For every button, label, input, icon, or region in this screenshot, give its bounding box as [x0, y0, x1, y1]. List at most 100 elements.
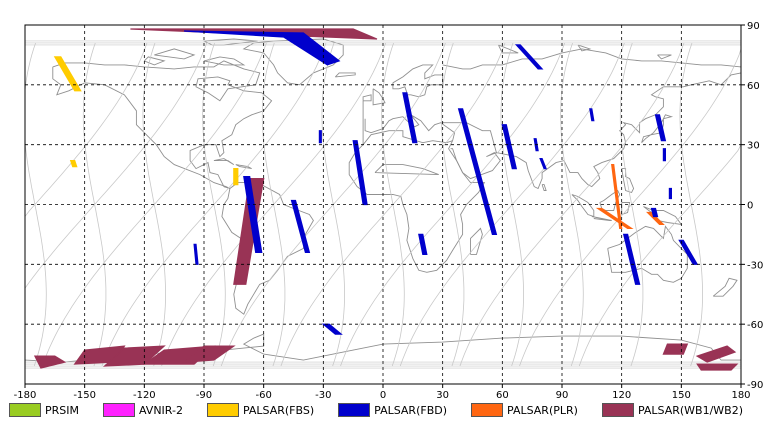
- lat-tick-label: 60: [747, 81, 760, 92]
- legend-swatch: [601, 403, 634, 417]
- coastline: [497, 44, 519, 54]
- coastline: [221, 182, 314, 315]
- coastline: [213, 158, 235, 165]
- legend-item-palsar-fbd: PALSAR(FBD): [338, 403, 447, 417]
- lon-tick-label: 120: [612, 390, 631, 400]
- coastline: [235, 164, 252, 170]
- coastline: [577, 44, 592, 52]
- legend-label: AVNIR-2: [138, 403, 183, 417]
- swath-palsar-fbd: [589, 108, 595, 122]
- world-map: -180 -150 -120 -90 -60 -30 0 30 60 90 120 150 180 90 6…: [14, 21, 764, 400]
- coastline: [52, 60, 273, 189]
- swath-palsar-fbd: [539, 158, 547, 170]
- coastline: [362, 94, 372, 102]
- swath-palsar-fbd: [662, 148, 667, 162]
- coastlines: [24, 38, 742, 363]
- lon-tick-label: 90: [556, 390, 569, 400]
- lon-tick-label: 150: [672, 390, 691, 400]
- coastline: [372, 88, 386, 106]
- graticule: [25, 25, 741, 384]
- lat-tick-label: -60: [747, 320, 763, 331]
- legend: PRSIM AVNIR-2 PALSAR(FBS) PALSAR(FBD) PA…: [0, 398, 770, 422]
- swath-palsar-fbd: [318, 130, 322, 144]
- swath-palsar-wb: [662, 343, 689, 355]
- legend-item-avnir2: AVNIR-2: [102, 403, 183, 417]
- coastline: [657, 54, 672, 60]
- swath-palsar-plr: [611, 164, 623, 229]
- lon-tick-label: -90: [196, 390, 212, 400]
- swath-palsar-fbd: [654, 114, 667, 142]
- coastline: [392, 64, 444, 98]
- coastline: [470, 227, 483, 255]
- swath-palsar-fbs: [233, 168, 239, 186]
- coastline: [496, 72, 742, 190]
- lat-tick-label: -30: [747, 260, 763, 271]
- lon-tick-label: -120: [133, 390, 156, 400]
- legend-item-palsar-plr: PALSAR(PLR): [471, 403, 578, 417]
- swath-palsar-fbd: [668, 187, 673, 200]
- lon-tick-label: -30: [315, 390, 331, 400]
- orbit-track: [41, 42, 267, 367]
- swath-palsar-fbd: [290, 199, 311, 253]
- lat-tick-label: -90: [747, 380, 763, 391]
- swath-palsar-fbd: [514, 44, 544, 70]
- swath-palsar-fbd: [622, 233, 641, 285]
- coastline: [143, 56, 166, 66]
- legend-item-palsar-wb: PALSAR(WB1/WB2): [601, 403, 744, 417]
- coastline: [154, 48, 196, 60]
- swath-palsar-fbd: [650, 207, 659, 218]
- coastline: [641, 114, 674, 144]
- swath-palsar-fbd: [457, 108, 498, 235]
- swath-palsar-plr: [595, 207, 634, 229]
- lon-tick-label: 30: [436, 390, 449, 400]
- coastline: [334, 72, 356, 78]
- coastline: [203, 56, 246, 66]
- lon-tick-label: -60: [255, 390, 271, 400]
- axis-ticks: -180 -150 -120 -90 -60 -30 0 30 60 90 120 150 180 90 6…: [14, 21, 764, 400]
- swath-palsar-fbd: [184, 30, 341, 66]
- swath-palsar-fbd: [501, 124, 518, 170]
- coastline: [621, 202, 631, 216]
- swath-palsar-wb: [695, 345, 737, 363]
- legend-swatch: [206, 403, 239, 417]
- swath-palsar-fbd: [243, 176, 263, 253]
- swath-palsar-fbs: [53, 56, 82, 92]
- coastline: [374, 164, 439, 176]
- lon-tick-label: 180: [731, 390, 750, 400]
- legend-label: PALSAR(FBS): [242, 403, 315, 417]
- coastline: [440, 122, 501, 180]
- legend-swatch: [471, 403, 504, 417]
- legend-label: PALSAR(WB1/WB2): [637, 403, 744, 417]
- legend-swatch: [8, 403, 41, 417]
- coastline: [712, 277, 738, 297]
- lon-tick-label: -150: [73, 390, 96, 400]
- coastline: [607, 225, 688, 283]
- legend-label: PALSAR(PLR): [507, 403, 578, 417]
- coastline: [348, 114, 486, 273]
- lat-tick-label: 0: [747, 201, 753, 212]
- swath-palsar-wb: [696, 363, 739, 371]
- swath-palsar-wb: [182, 345, 236, 363]
- lon-tick-label: 60: [496, 390, 509, 400]
- swath-palsar-wb: [233, 178, 265, 285]
- swath-palsar-fbs: [69, 160, 78, 168]
- coastline: [442, 48, 742, 70]
- coastline: [242, 38, 344, 86]
- swath-palsar-fbd: [402, 92, 418, 144]
- lat-tick-label: 90: [747, 21, 760, 32]
- lon-tick-label: -180: [14, 390, 37, 400]
- legend-item-prsim: PRSIM: [8, 403, 79, 417]
- legend-label: PRSIM: [44, 403, 79, 417]
- legend-swatch: [102, 403, 135, 417]
- legend-item-palsar-fbs: PALSAR(FBS): [206, 403, 315, 417]
- legend-swatch: [338, 403, 371, 417]
- lon-tick-label: 0: [380, 390, 386, 400]
- swath-palsar-wb: [33, 355, 67, 369]
- coastline: [591, 216, 612, 221]
- legend-label: PALSAR(FBD): [374, 403, 448, 417]
- coastline: [541, 184, 547, 191]
- swath-palsar-plr: [646, 211, 665, 225]
- lat-tick-label: 30: [747, 141, 760, 152]
- swath-palsar-fbd: [418, 233, 428, 255]
- swath-palsar-fbd: [193, 243, 199, 265]
